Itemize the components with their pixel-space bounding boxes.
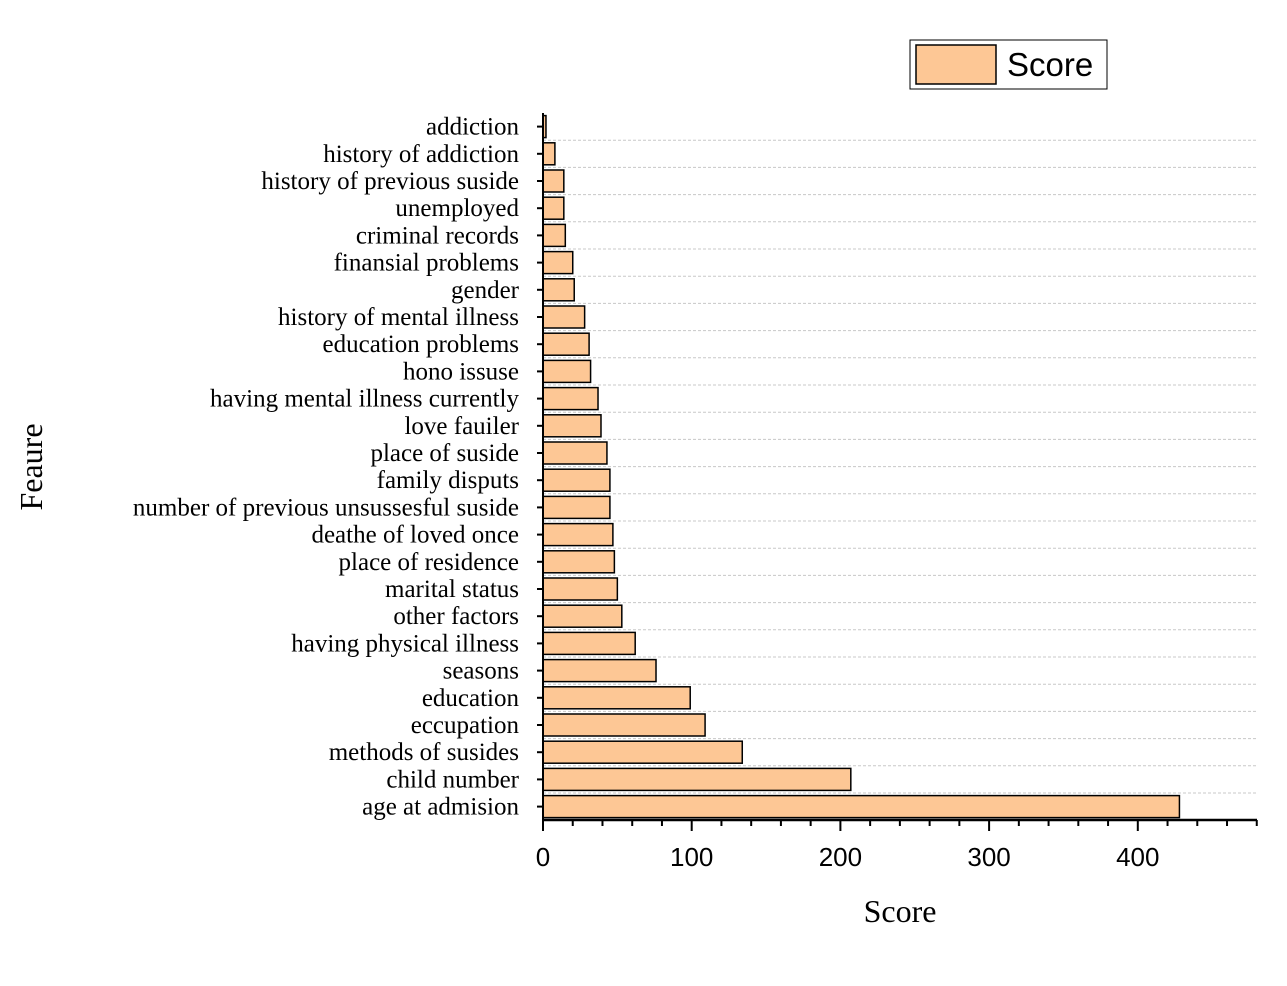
- category-label: unemployed: [395, 195, 519, 222]
- x-tick-label: 200: [819, 842, 862, 872]
- bar: [542, 713, 706, 737]
- category-label: other factors: [393, 603, 519, 630]
- bar: [542, 414, 602, 438]
- category-label: history of previous suside: [261, 168, 519, 195]
- category-label: finansial problems: [334, 250, 519, 277]
- bar: [542, 196, 565, 220]
- bar: [542, 468, 611, 492]
- bar: [542, 767, 852, 792]
- category-label: having mental illness currently: [210, 386, 519, 413]
- axes: 0 100 200 300 400: [536, 113, 1258, 872]
- bar: [542, 658, 657, 683]
- x-tick-label: 100: [670, 842, 713, 872]
- bar: [542, 631, 636, 656]
- category-label: history of mental illness: [278, 304, 519, 331]
- bar: [542, 604, 623, 628]
- x-tick-label: 300: [967, 842, 1010, 872]
- category-label: education: [422, 685, 520, 712]
- category-label: number of previous unsussesful suside: [133, 494, 519, 521]
- bar: [542, 522, 614, 547]
- x-axis-title: Score: [864, 893, 937, 929]
- category-label: having physical illness: [291, 630, 519, 657]
- y-axis-title: Feaure: [13, 423, 49, 510]
- bar: [542, 386, 599, 411]
- category-label: gender: [451, 277, 520, 304]
- bar: [542, 169, 565, 193]
- bar: [542, 223, 567, 248]
- legend: Score: [909, 39, 1108, 90]
- category-label: seasons: [443, 658, 519, 685]
- bar: [542, 250, 574, 275]
- category-label: place of residence: [339, 549, 519, 576]
- legend-swatch: [915, 44, 997, 85]
- bar: [542, 686, 691, 710]
- bar: [542, 142, 556, 166]
- bar: [542, 577, 619, 601]
- bar: [542, 441, 608, 465]
- category-label: methods of susides: [329, 739, 519, 766]
- category-label: history of addiction: [323, 141, 519, 168]
- gridlines: [543, 139, 1257, 821]
- bar: [542, 794, 1181, 819]
- category-label: addiction: [426, 114, 520, 141]
- bar: [542, 359, 592, 384]
- x-tick-label: 0: [536, 842, 550, 872]
- bar: [542, 278, 575, 302]
- x-tick-label: 400: [1116, 842, 1159, 872]
- category-label: love fauiler: [404, 413, 519, 440]
- category-label: place of suside: [370, 440, 519, 467]
- category-label: hono issuse: [403, 358, 519, 385]
- bar: [542, 550, 616, 574]
- bar: [542, 305, 586, 329]
- category-label: criminal records: [356, 222, 519, 249]
- legend-label: Score: [1007, 46, 1093, 83]
- bar: [542, 740, 744, 764]
- category-label: marital status: [385, 576, 519, 603]
- category-label: age at admision: [362, 794, 519, 821]
- bar: [542, 495, 611, 520]
- bar: [542, 332, 590, 356]
- category-label: family disputs: [377, 467, 519, 494]
- category-label: child number: [386, 766, 519, 793]
- category-label: education problems: [323, 331, 519, 358]
- category-label: deathe of loved once: [311, 522, 519, 549]
- category-label: eccupation: [411, 712, 520, 739]
- bars: [542, 114, 1181, 819]
